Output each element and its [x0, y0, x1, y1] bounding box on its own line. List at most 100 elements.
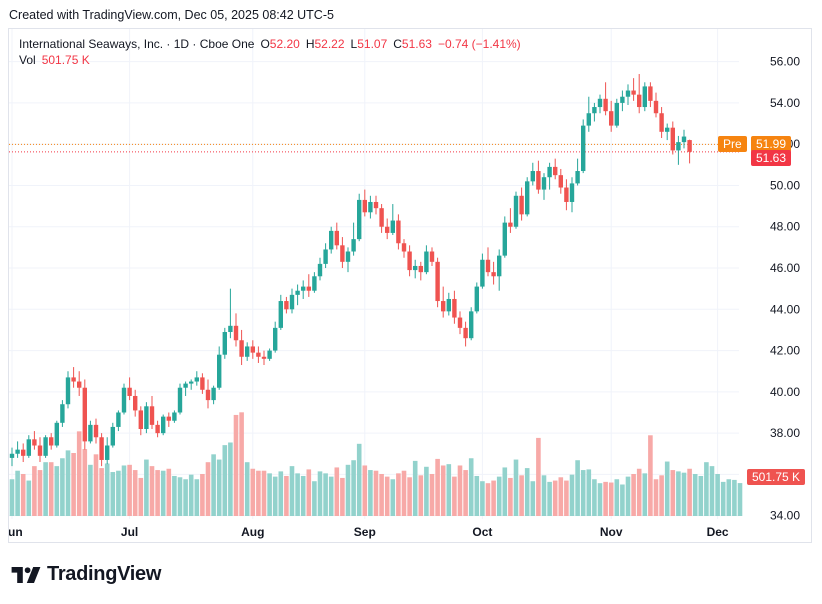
volume-value-tag: 501.75 K	[747, 469, 806, 485]
volume-bar	[407, 477, 412, 516]
candle-body	[49, 437, 54, 446]
candlestick-chart[interactable]: 56.0054.0052.0050.0048.0046.0044.0042.00…	[9, 29, 812, 543]
candle-body	[435, 261, 440, 302]
tradingview-logo[interactable]: TradingView	[11, 563, 161, 586]
candle-body	[609, 111, 614, 126]
high-label: H	[305, 37, 315, 51]
open-label: O	[260, 37, 270, 51]
candle-body	[194, 377, 199, 382]
candle-body	[625, 90, 631, 97]
candle-body	[541, 177, 547, 190]
candle-body	[581, 125, 586, 172]
candle-body	[620, 96, 625, 103]
candle-body	[110, 426, 115, 446]
chart-frame[interactable]: 56.0054.0052.0050.0048.0046.0044.0042.00…	[8, 28, 812, 543]
close-label: C	[393, 37, 402, 51]
volume-bar	[625, 476, 631, 516]
y-tick-label: 40.00	[770, 385, 800, 399]
candle-body	[648, 86, 653, 101]
candle-body	[273, 327, 278, 351]
volume-bar	[530, 481, 536, 516]
candle-body	[289, 294, 295, 310]
candle-body	[267, 350, 272, 359]
ohlc-values: O52.20 H52.22 L51.07 C51.63 −0.74 (−1.41…	[260, 36, 520, 52]
close-value-group: C51.63	[393, 36, 432, 52]
volume-bar	[26, 480, 32, 516]
volume-bar	[620, 484, 625, 516]
candle-body	[222, 332, 227, 355]
open-value: 52.20	[269, 37, 300, 51]
volume-bar	[20, 474, 26, 516]
volume-bar	[15, 470, 20, 516]
candle-body	[592, 107, 597, 114]
candle-body	[424, 251, 429, 273]
volume-bar	[172, 475, 177, 516]
volume-bar	[200, 474, 205, 516]
y-tick-label: 50.00	[770, 178, 800, 192]
volume-bar	[166, 468, 172, 516]
volume-bar	[110, 472, 116, 516]
tradingview-logo-text: TradingView	[47, 563, 162, 585]
symbol-title[interactable]: International Seaways, Inc. · 1D · Cboe …	[19, 37, 255, 51]
candle-body	[21, 449, 26, 456]
candle-body	[558, 175, 563, 188]
candle-body	[642, 86, 647, 108]
candle-body	[569, 183, 575, 202]
volume-bar	[116, 470, 121, 516]
volume-bar	[429, 474, 435, 516]
volume-bar	[261, 470, 267, 516]
volume-bar	[709, 466, 715, 516]
volume-bar	[575, 460, 580, 516]
volume-bar	[306, 469, 312, 516]
candle-body	[239, 340, 244, 357]
volume-bar	[351, 460, 356, 516]
candle-body	[519, 195, 524, 215]
candle-body	[586, 113, 591, 126]
volume-bar	[541, 475, 547, 516]
candle-body	[183, 383, 188, 388]
candle-body	[211, 387, 216, 401]
volume-label[interactable]: Vol	[19, 53, 36, 67]
candle-body	[553, 166, 558, 176]
candle-body	[687, 140, 692, 152]
volume-bar	[390, 479, 396, 516]
y-tick-label: 46.00	[770, 261, 800, 275]
candle-body	[491, 272, 496, 277]
volume-bar	[440, 465, 446, 516]
volume-bar	[659, 475, 664, 516]
candle-body	[653, 100, 659, 114]
volume-bar	[564, 480, 569, 516]
candle-body	[429, 251, 435, 262]
volume-bar	[93, 454, 99, 516]
candle-body	[345, 251, 351, 262]
volume-bar	[653, 479, 659, 516]
candle-body	[177, 387, 183, 413]
volume-bar	[424, 466, 429, 516]
volume-bar	[37, 470, 43, 516]
candle-body	[357, 199, 362, 240]
candle-body	[99, 437, 104, 460]
volume-bar	[60, 458, 65, 516]
candle-body	[37, 445, 43, 456]
volume-bar	[144, 459, 149, 516]
candle-body	[597, 98, 603, 108]
volume-bar	[194, 479, 200, 516]
candle-body	[631, 90, 636, 95]
y-tick-label: 42.00	[770, 344, 800, 358]
low-value: 51.07	[357, 37, 388, 51]
candle-body	[60, 404, 65, 423]
open-value-group: O52.20	[260, 36, 299, 52]
volume-bar	[586, 469, 592, 516]
volume-bar	[160, 470, 166, 516]
volume-bar	[188, 474, 194, 516]
volume-bar	[99, 468, 104, 516]
volume-bar	[681, 472, 687, 516]
close-value: 51.63	[401, 37, 432, 51]
candle-body	[659, 113, 664, 132]
volume-bar	[608, 482, 614, 516]
volume-bar	[491, 480, 496, 516]
volume-bar	[642, 473, 648, 516]
volume-bar	[228, 442, 233, 516]
x-tick-label: Nov	[600, 525, 623, 539]
volume-bar	[233, 414, 239, 516]
